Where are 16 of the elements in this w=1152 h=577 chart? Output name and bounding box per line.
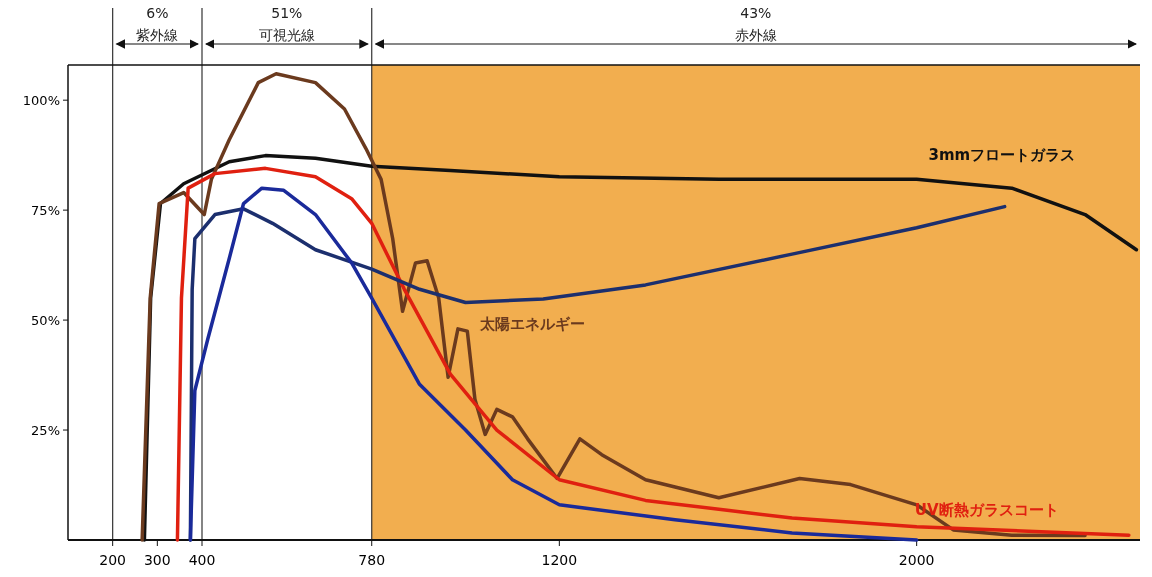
x-tick-label: 200	[99, 552, 127, 568]
series-label: 太陽エネルギー	[479, 314, 586, 333]
x-tick-label: 1200	[541, 552, 578, 568]
series-label: 3mmフロートガラス	[928, 146, 1076, 165]
text: 51% 可視光線	[258, 5, 315, 43]
x-tick-label: 780	[358, 552, 386, 568]
band-label: 43% 赤外線	[734, 5, 777, 43]
text: 6% 紫外線	[136, 5, 179, 43]
x-tick-label: 2000	[898, 552, 935, 568]
line-series	[140, 72, 1087, 542]
y-tick-label: 25%	[31, 423, 60, 439]
y-tick-label: 75%	[31, 203, 60, 219]
y-tick-label: 50%	[31, 313, 60, 329]
x-tick-label: 400	[188, 552, 216, 568]
y-tick-label: 100%	[22, 93, 60, 109]
x-tick-label: 300	[143, 552, 171, 568]
